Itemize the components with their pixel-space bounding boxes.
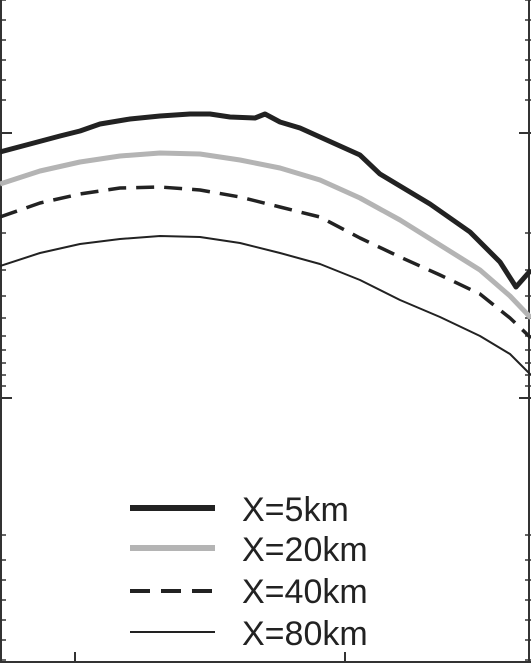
series-line-x40km: [0, 185, 531, 340]
legend-label-x5km: X=5km: [242, 491, 349, 529]
series-line-x20km: [0, 150, 531, 320]
legend-item-x80km: X=80km: [130, 615, 368, 653]
legend-label-x80km: X=80km: [242, 615, 368, 653]
legend: X=5km X=20km X=40km X=80km: [130, 491, 368, 653]
legend-item-x5km: X=5km: [130, 491, 349, 529]
series-line-x5km: [0, 111, 531, 290]
legend-item-x40km: X=40km: [130, 573, 368, 611]
series-line-x80km: [0, 235, 531, 376]
legend-label-x40km: X=40km: [242, 573, 368, 611]
legend-label-x20km: X=20km: [242, 531, 368, 569]
series-lines: [0, 111, 531, 376]
legend-item-x20km: X=20km: [130, 531, 368, 569]
